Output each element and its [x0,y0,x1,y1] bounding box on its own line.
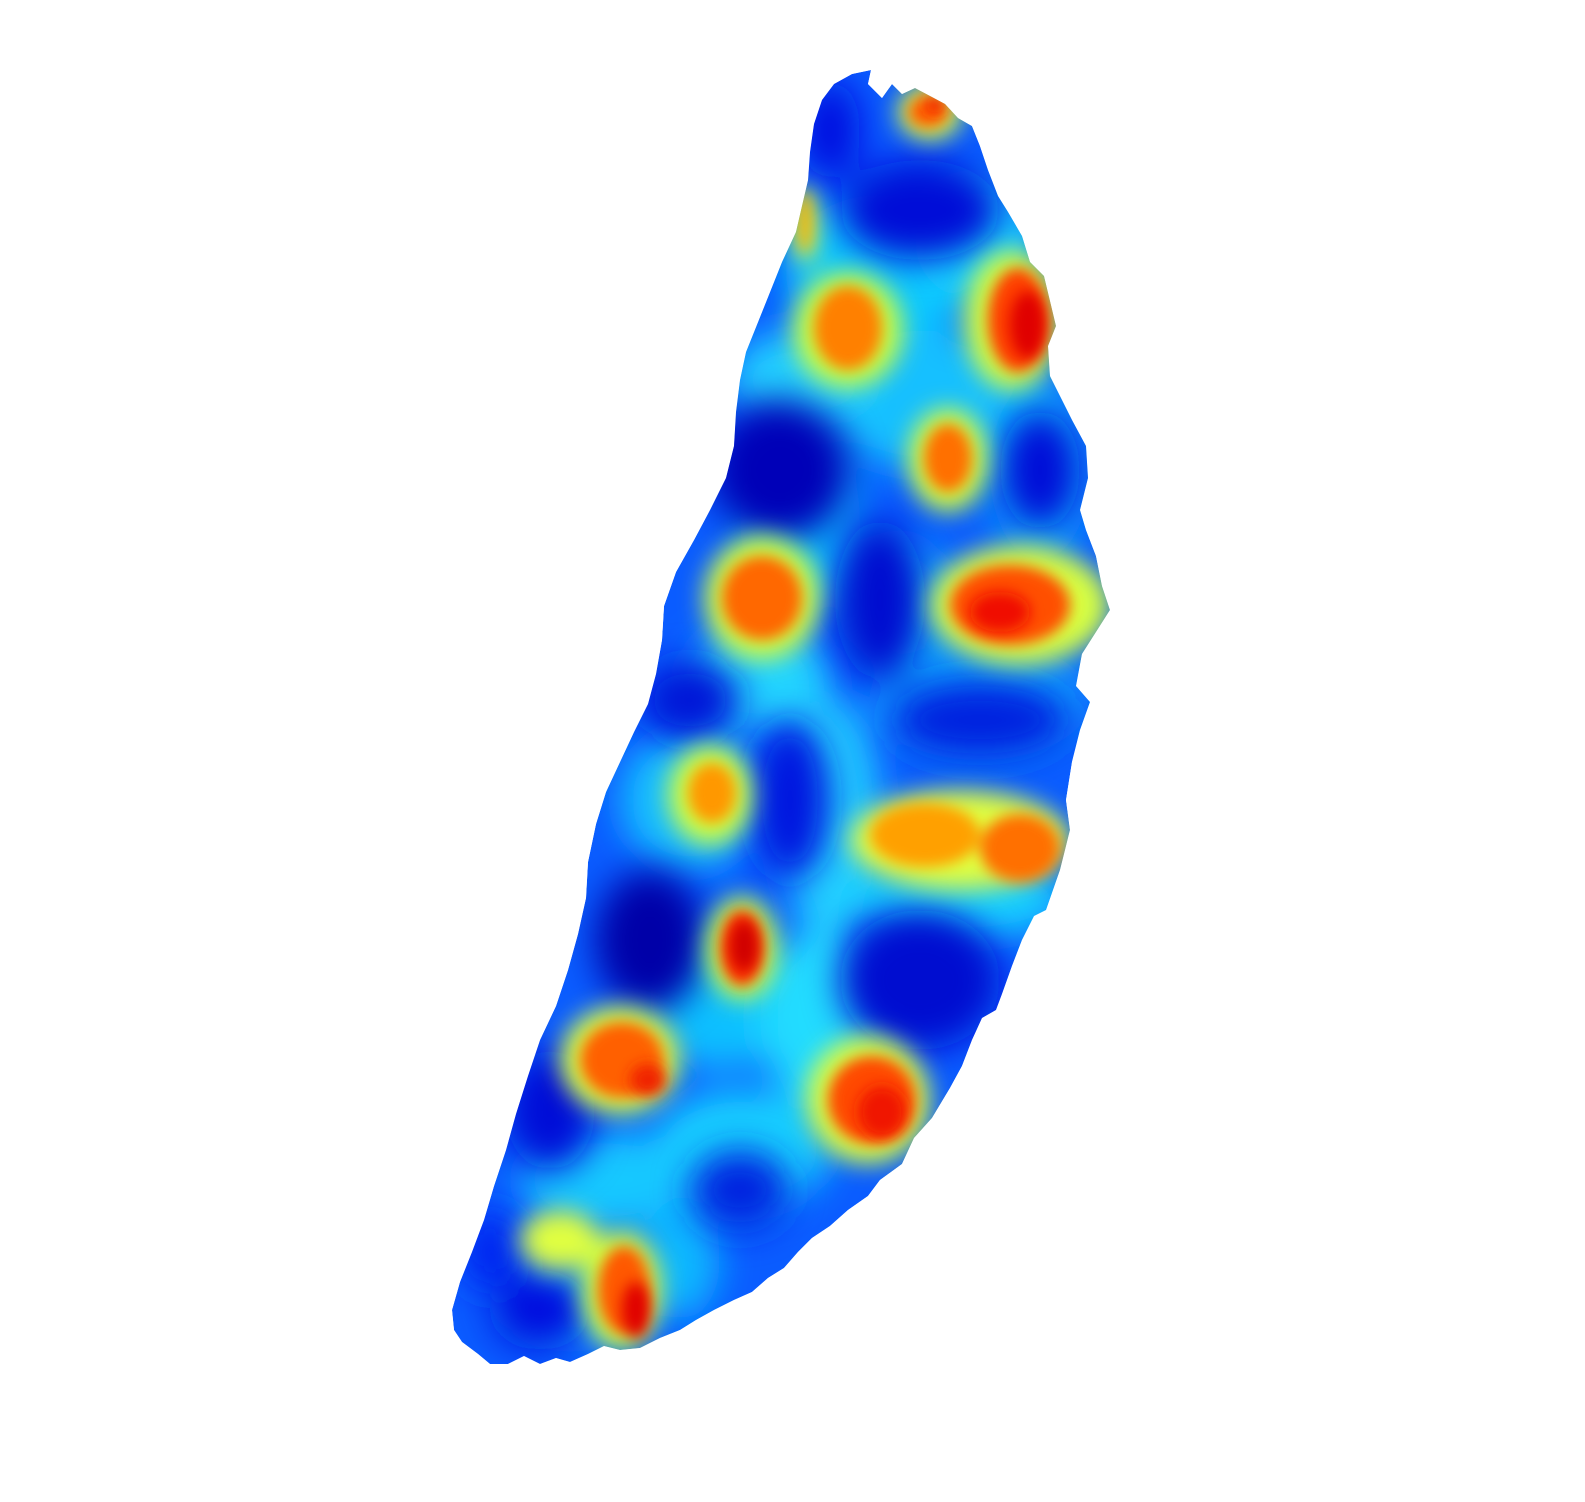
dark-wells [460,80,1080,1350]
surface-body [452,70,1110,1364]
red-peaks [622,97,1046,1338]
